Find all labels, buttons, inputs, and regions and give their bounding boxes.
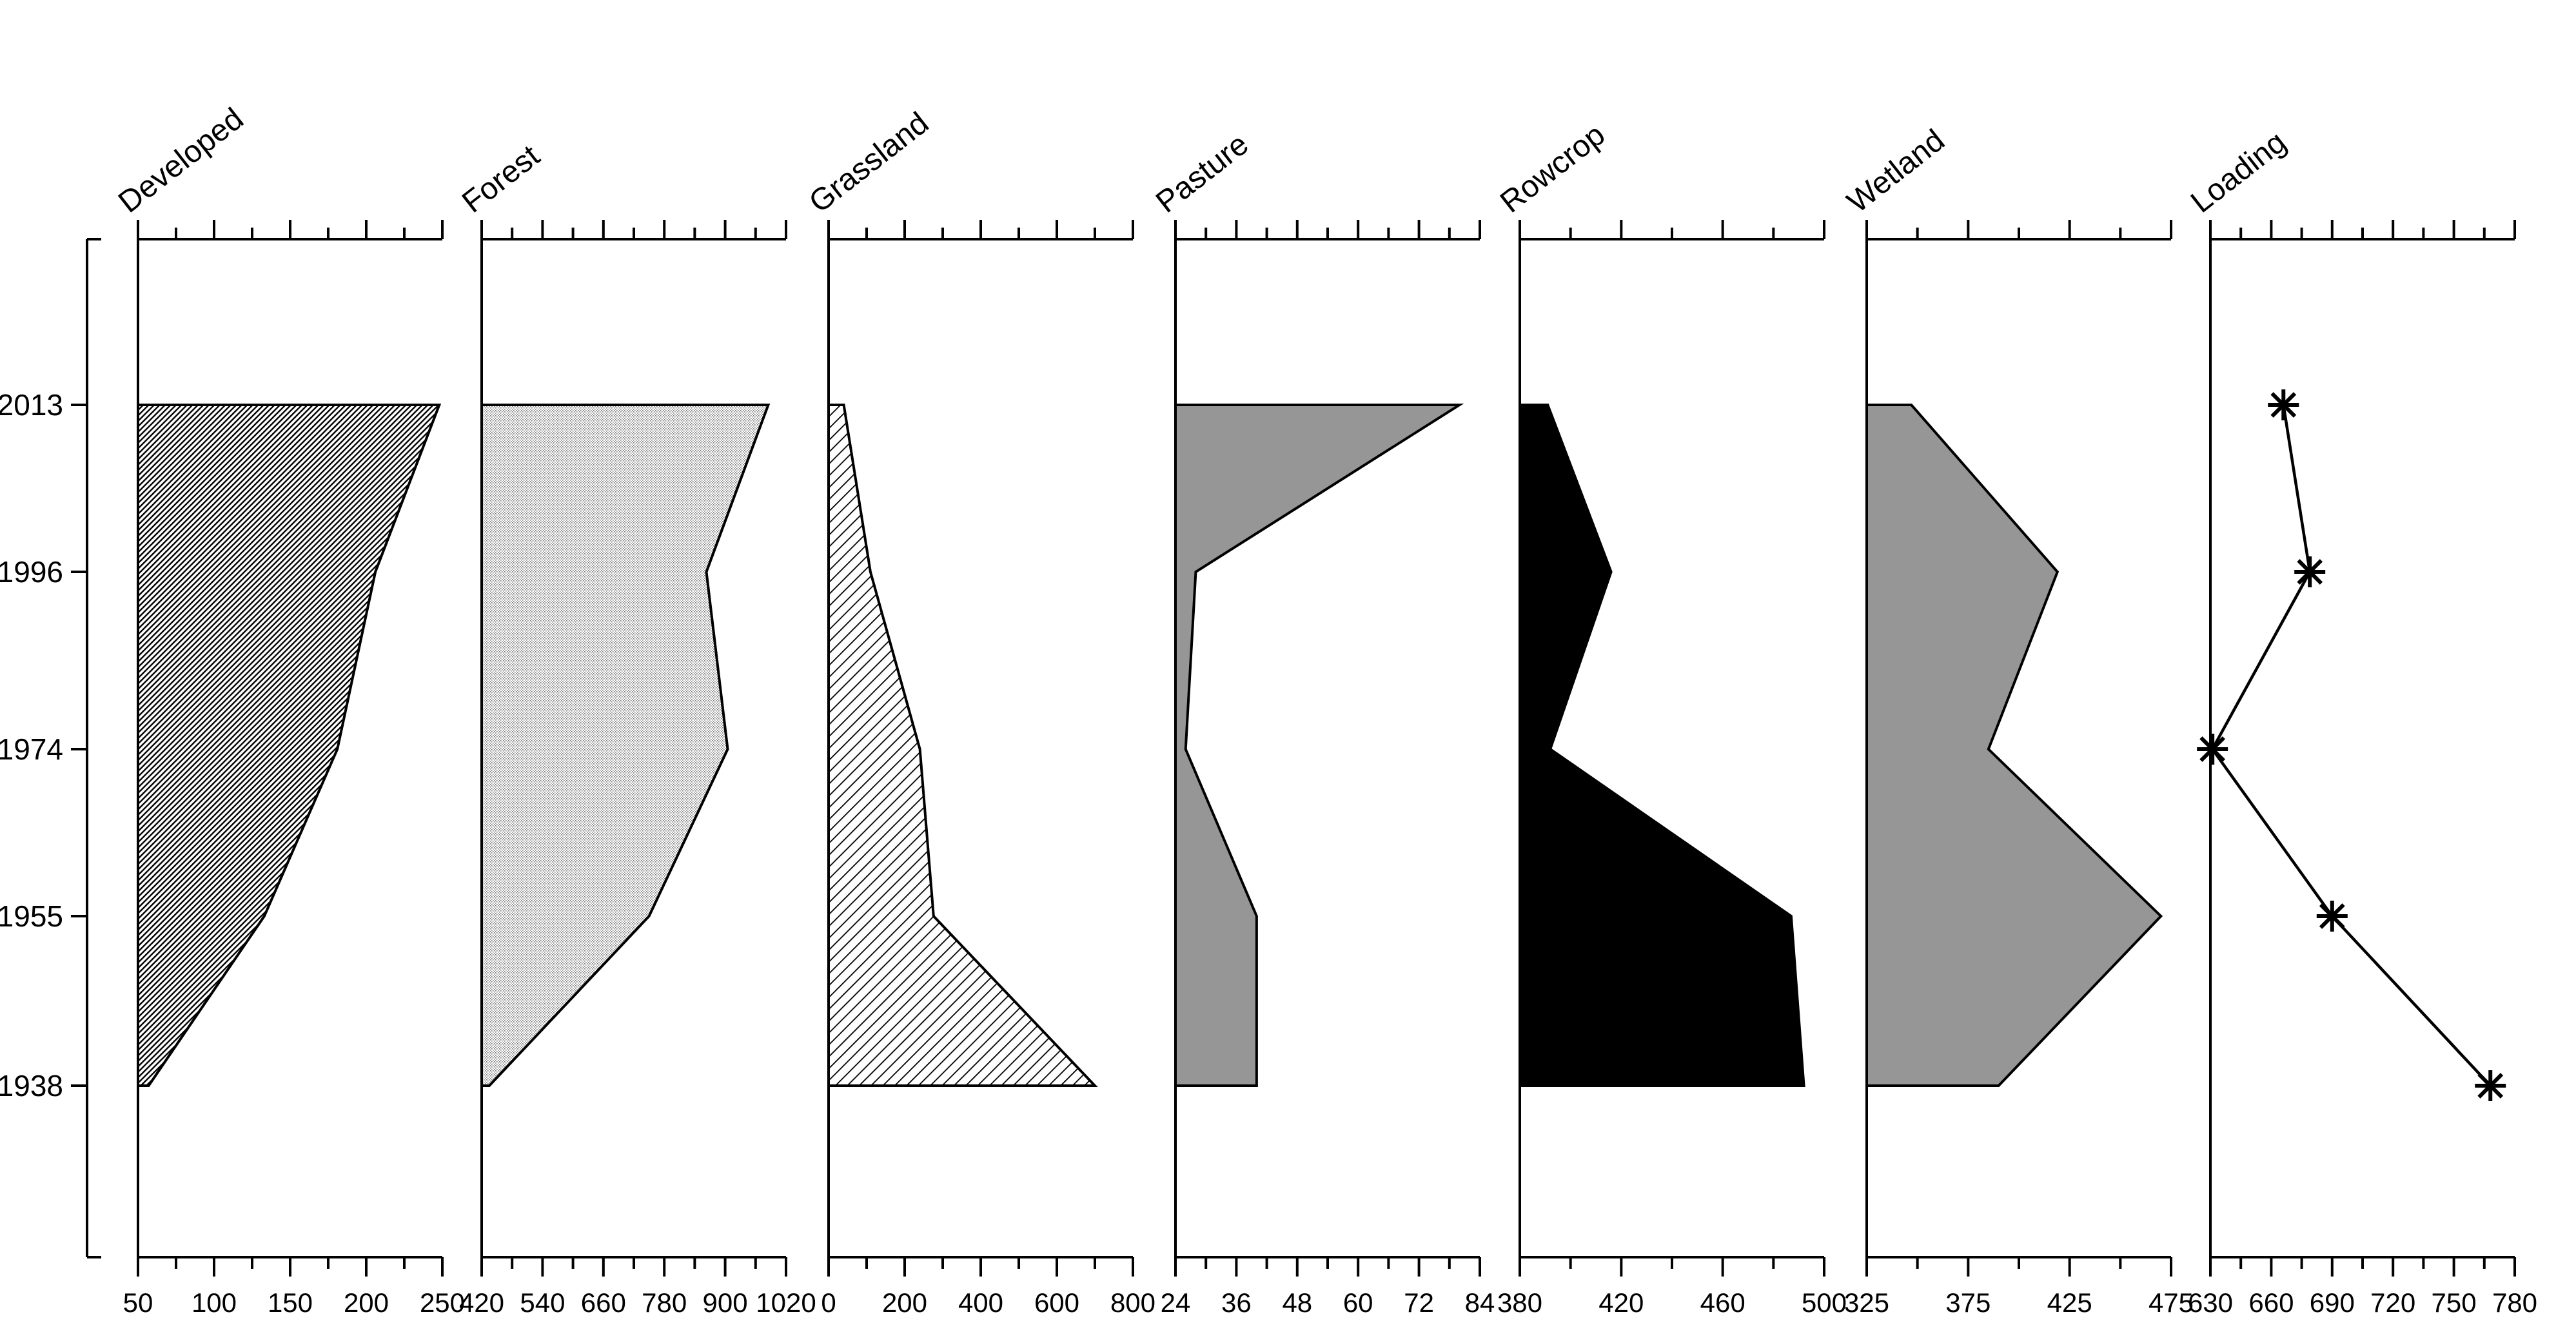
panel-title-pasture: Pasture — [1150, 127, 1255, 220]
loading-marker-1996 — [2294, 556, 2326, 587]
panel-grassland: Grassland 0 200 400 600 800 — [803, 106, 1155, 1318]
x-tick-label-800: 800 — [1110, 1287, 1155, 1318]
panel-title-grassland: Grassland — [803, 106, 935, 219]
x-tick-label-720: 720 — [2370, 1287, 2415, 1318]
top-axis — [1519, 220, 1825, 240]
area-silhouette-pasture — [1174, 404, 1464, 1087]
panel-title-rowcrop: Rowcrop — [1494, 117, 1611, 219]
panel-title-wetland: Wetland — [1841, 123, 1951, 220]
panel-pasture: Pasture 24 36 48 60 72 84 — [1150, 127, 1495, 1318]
x-tick-label-780: 780 — [642, 1287, 687, 1318]
panel-title-loading: Loading — [2185, 125, 2292, 220]
x-tick-label-150: 150 — [268, 1287, 313, 1318]
x-tick-label-380: 380 — [1497, 1287, 1542, 1318]
loading-marker-2013 — [2268, 389, 2299, 420]
x-tick-label-72: 72 — [1404, 1287, 1434, 1318]
x-tick-label-50: 50 — [123, 1287, 153, 1318]
x-tick-label-36: 36 — [1221, 1287, 1252, 1318]
bottom-axis: 24 36 48 60 72 84 — [1161, 1256, 1495, 1318]
x-tick-label-475: 475 — [2148, 1287, 2194, 1318]
marker-arm — [2270, 392, 2297, 418]
marker-arm — [2319, 903, 2345, 929]
x-tick-label-500: 500 — [1802, 1287, 1847, 1318]
year-label-2013: 2013 — [0, 388, 63, 422]
top-axis — [1865, 220, 2172, 240]
area-silhouette-grassland — [827, 404, 1098, 1087]
top-axis — [480, 220, 787, 240]
bottom-axis: 630 660 690 720 750 780 — [2188, 1256, 2537, 1318]
x-tick-label-900: 900 — [703, 1287, 748, 1318]
year-label-1955: 1955 — [0, 899, 63, 933]
x-tick-label-420: 420 — [459, 1287, 504, 1318]
x-tick-label-460: 460 — [1700, 1287, 1745, 1318]
bottom-axis: 0 200 400 600 800 — [821, 1256, 1155, 1318]
marker-arm — [2199, 736, 2226, 762]
area-silhouette-rowcrop — [1519, 404, 1805, 1087]
area-silhouette-wetland — [1865, 404, 2163, 1087]
x-tick-label-84: 84 — [1465, 1287, 1495, 1318]
marker-arm — [2297, 559, 2323, 585]
x-tick-label-200: 200 — [882, 1287, 927, 1318]
x-tick-label-630: 630 — [2188, 1287, 2233, 1318]
year-label-1974: 1974 — [0, 732, 63, 766]
x-tick-label-375: 375 — [1945, 1287, 1991, 1318]
x-tick-label-325: 325 — [1844, 1287, 1889, 1318]
panel-forest: Forest 420 540 660 780 900 1020 — [456, 139, 816, 1318]
bottom-axis: 380 420 460 500 — [1497, 1256, 1847, 1318]
x-tick-label-600: 600 — [1034, 1287, 1079, 1318]
panel-title-forest: Forest — [456, 139, 546, 220]
bottom-axis: 325 375 425 475 — [1844, 1256, 2194, 1318]
panel-developed: Developed 50 100 150 200 250 — [112, 102, 465, 1318]
x-tick-label-425: 425 — [2047, 1287, 2092, 1318]
x-tick-label-24: 24 — [1161, 1287, 1191, 1318]
loading-marker-1974 — [2197, 734, 2228, 765]
area-silhouette-forest — [480, 404, 771, 1087]
x-tick-label-1020: 1020 — [756, 1287, 816, 1318]
year-label-1996: 1996 — [0, 555, 63, 589]
x-tick-label-420: 420 — [1598, 1287, 1644, 1318]
x-tick-label-660: 660 — [2248, 1287, 2294, 1318]
top-axis — [1174, 220, 1481, 240]
bottom-axis: 420 540 660 780 900 1020 — [459, 1256, 816, 1318]
marker-arm — [2477, 1073, 2504, 1099]
x-tick-label-200: 200 — [344, 1287, 389, 1318]
x-tick-label-750: 750 — [2432, 1287, 2477, 1318]
top-axis — [137, 220, 444, 240]
x-tick-label-690: 690 — [2310, 1287, 2355, 1318]
loading-line — [2210, 404, 2492, 1087]
panel-rowcrop: Rowcrop 380 420 460 500 — [1494, 117, 1847, 1318]
x-tick-label-780: 780 — [2492, 1287, 2537, 1318]
x-tick-label-100: 100 — [192, 1287, 237, 1318]
x-tick-label-540: 540 — [520, 1287, 565, 1318]
loading-marker-1938 — [2475, 1070, 2506, 1101]
top-axis — [827, 220, 1134, 240]
loading-marker-1955 — [2316, 901, 2348, 932]
year-label-1938: 1938 — [0, 1069, 63, 1102]
year-axis: 2013 1996 1974 1955 1938 — [0, 238, 101, 1258]
panel-wetland: Wetland 325 375 425 475 — [1841, 123, 2194, 1318]
x-tick-label-400: 400 — [958, 1287, 1003, 1318]
panel-title-developed: Developed — [112, 102, 250, 220]
area-silhouette-developed — [137, 404, 442, 1087]
x-tick-label-48: 48 — [1282, 1287, 1312, 1318]
x-tick-label-250: 250 — [420, 1287, 465, 1318]
x-tick-label-60: 60 — [1343, 1287, 1373, 1318]
bottom-axis: 50 100 150 200 250 — [123, 1256, 465, 1318]
x-tick-label-660: 660 — [581, 1287, 626, 1318]
panel-loading: Loading 630 660 690 720 750 780 — [2185, 125, 2537, 1318]
top-axis — [2209, 220, 2516, 240]
x-tick-label-0: 0 — [821, 1287, 836, 1318]
